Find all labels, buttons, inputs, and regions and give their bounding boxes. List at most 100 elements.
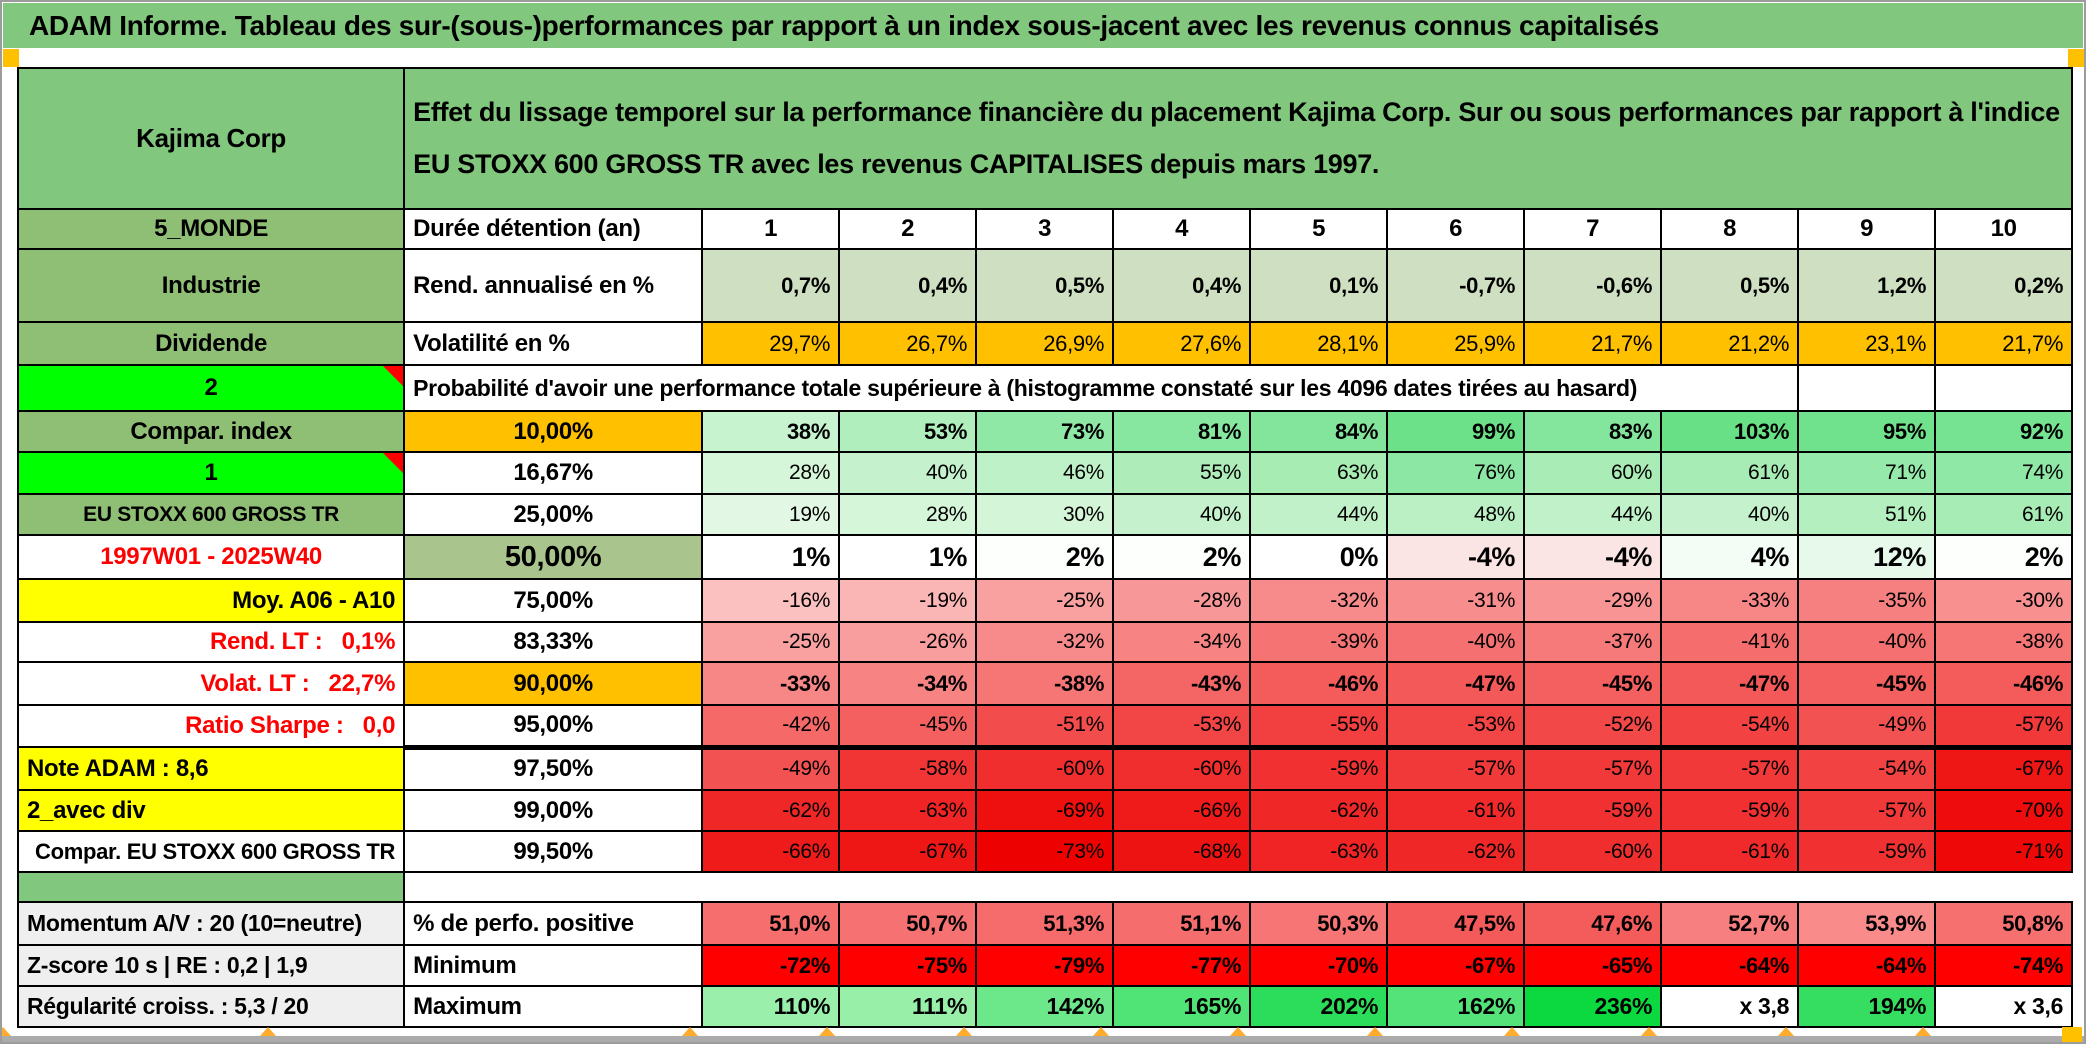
data-cell[interactable]: 2 — [838, 208, 978, 250]
data-cell[interactable]: x 3,8 — [1660, 985, 1800, 1028]
row-label[interactable]: Compar. EU STOXX 600 GROSS TR — [16, 830, 406, 873]
data-cell[interactable]: 10 — [1934, 208, 2074, 250]
row-value[interactable]: 90,00% — [403, 661, 704, 706]
data-cell[interactable]: -59% — [1660, 789, 1800, 832]
data-cell[interactable]: -49% — [701, 746, 841, 791]
data-cell[interactable]: -61% — [1660, 830, 1800, 873]
data-cell[interactable]: 103% — [1660, 410, 1800, 453]
row-label[interactable]: Compar. index — [16, 410, 406, 453]
data-cell[interactable]: 73% — [975, 410, 1115, 453]
data-cell[interactable]: -34% — [838, 661, 978, 706]
data-cell[interactable]: 51,0% — [701, 901, 841, 946]
data-cell[interactable]: -40% — [1386, 621, 1526, 663]
row-label[interactable]: Kajima Corp — [16, 67, 406, 210]
data-cell[interactable]: -45% — [1797, 661, 1937, 706]
row-value[interactable]: Volatilité en % — [403, 321, 704, 366]
row-label[interactable]: 1 — [16, 451, 406, 495]
data-cell[interactable]: 110% — [701, 985, 841, 1028]
data-cell[interactable]: 142% — [975, 985, 1115, 1028]
row-value[interactable]: 97,50% — [403, 746, 704, 791]
data-cell[interactable]: 19% — [701, 493, 841, 536]
data-cell[interactable]: 2% — [975, 534, 1115, 580]
data-cell[interactable]: 55% — [1112, 451, 1252, 495]
data-cell[interactable]: -45% — [1523, 661, 1663, 706]
data-cell[interactable]: 5 — [1249, 208, 1389, 250]
row-value[interactable]: 25,00% — [403, 493, 704, 536]
data-cell[interactable]: -68% — [1112, 830, 1252, 873]
data-cell[interactable]: 92% — [1934, 410, 2074, 453]
data-cell[interactable]: -47% — [1386, 661, 1526, 706]
data-cell[interactable]: -55% — [1249, 704, 1389, 750]
data-cell[interactable]: -26% — [838, 621, 978, 663]
data-cell[interactable]: 165% — [1112, 985, 1252, 1028]
data-cell[interactable]: 61% — [1934, 493, 2074, 536]
data-cell[interactable]: 162% — [1386, 985, 1526, 1028]
data-cell[interactable]: 63% — [1249, 451, 1389, 495]
data-cell[interactable]: 28,1% — [1249, 321, 1389, 366]
data-cell[interactable]: 1 — [701, 208, 841, 250]
row-value[interactable]: 99,00% — [403, 789, 704, 832]
data-cell[interactable]: -66% — [701, 830, 841, 873]
data-cell[interactable]: 21,2% — [1660, 321, 1800, 366]
data-cell[interactable]: -46% — [1934, 661, 2074, 706]
data-cell[interactable]: 236% — [1523, 985, 1663, 1028]
row-label[interactable] — [16, 871, 406, 903]
data-cell[interactable]: -32% — [1249, 578, 1389, 623]
data-cell[interactable]: 29,7% — [701, 321, 841, 366]
row-value[interactable]: Rend. annualisé en % — [403, 248, 704, 323]
data-cell[interactable]: -33% — [1660, 578, 1800, 623]
row-label[interactable]: Z-score 10 s | RE : 0,2 | 1,9 — [16, 944, 406, 987]
data-cell[interactable]: -71% — [1934, 830, 2074, 873]
row-label[interactable]: Dividende — [16, 321, 406, 366]
data-cell[interactable]: 71% — [1797, 451, 1937, 495]
data-cell[interactable]: -64% — [1797, 944, 1937, 987]
data-cell[interactable]: -0,6% — [1523, 248, 1663, 323]
data-cell[interactable]: 60% — [1523, 451, 1663, 495]
data-cell[interactable]: -53% — [1386, 704, 1526, 750]
data-cell[interactable]: 53,9% — [1797, 901, 1937, 946]
data-cell[interactable]: -62% — [1249, 789, 1389, 832]
data-cell[interactable]: 50,7% — [838, 901, 978, 946]
data-cell[interactable]: 47,6% — [1523, 901, 1663, 946]
data-cell[interactable]: 4% — [1660, 534, 1800, 580]
data-cell[interactable]: -75% — [838, 944, 978, 987]
data-cell[interactable]: 0,5% — [1660, 248, 1800, 323]
data-cell[interactable]: 26,7% — [838, 321, 978, 366]
data-cell[interactable]: 21,7% — [1934, 321, 2074, 366]
data-cell[interactable]: -0,7% — [1386, 248, 1526, 323]
data-cell[interactable]: 8 — [1660, 208, 1800, 250]
data-cell[interactable]: 0,1% — [1249, 248, 1389, 323]
data-cell[interactable]: 25,9% — [1386, 321, 1526, 366]
row-value[interactable]: Maximum — [403, 985, 704, 1028]
data-cell[interactable]: -40% — [1797, 621, 1937, 663]
data-cell[interactable]: 0% — [1249, 534, 1389, 580]
row-label[interactable]: 1997W01 - 2025W40 — [16, 534, 406, 580]
data-cell[interactable]: -37% — [1523, 621, 1663, 663]
data-cell[interactable]: -62% — [1386, 830, 1526, 873]
data-cell[interactable]: -70% — [1934, 789, 2074, 832]
data-cell[interactable]: -58% — [838, 746, 978, 791]
data-cell[interactable]: 7 — [1523, 208, 1663, 250]
data-cell[interactable]: -61% — [1386, 789, 1526, 832]
data-cell[interactable]: 0,2% — [1934, 248, 2074, 323]
data-cell[interactable]: 3 — [975, 208, 1115, 250]
data-cell[interactable]: -19% — [838, 578, 978, 623]
row-value[interactable]: 99,50% — [403, 830, 704, 873]
data-cell[interactable]: -16% — [701, 578, 841, 623]
data-cell[interactable]: -65% — [1523, 944, 1663, 987]
data-cell[interactable]: 81% — [1112, 410, 1252, 453]
data-cell[interactable]: 40% — [1112, 493, 1252, 536]
data-cell[interactable]: -28% — [1112, 578, 1252, 623]
data-cell[interactable]: 23,1% — [1797, 321, 1937, 366]
row-label[interactable]: Moy. A06 - A10 — [16, 578, 406, 623]
row-label[interactable]: Ratio Sharpe : 0,0 — [16, 704, 406, 748]
data-cell[interactable]: 28% — [838, 493, 978, 536]
data-cell[interactable]: 99% — [1386, 410, 1526, 453]
data-cell[interactable]: -59% — [1523, 789, 1663, 832]
data-cell[interactable]: -60% — [975, 746, 1115, 791]
data-cell[interactable]: 6 — [1386, 208, 1526, 250]
row-label[interactable]: Rend. LT : 0,1% — [16, 621, 406, 663]
data-cell[interactable]: 46% — [975, 451, 1115, 495]
data-cell[interactable]: 83% — [1523, 410, 1663, 453]
data-cell[interactable]: 202% — [1249, 985, 1389, 1028]
